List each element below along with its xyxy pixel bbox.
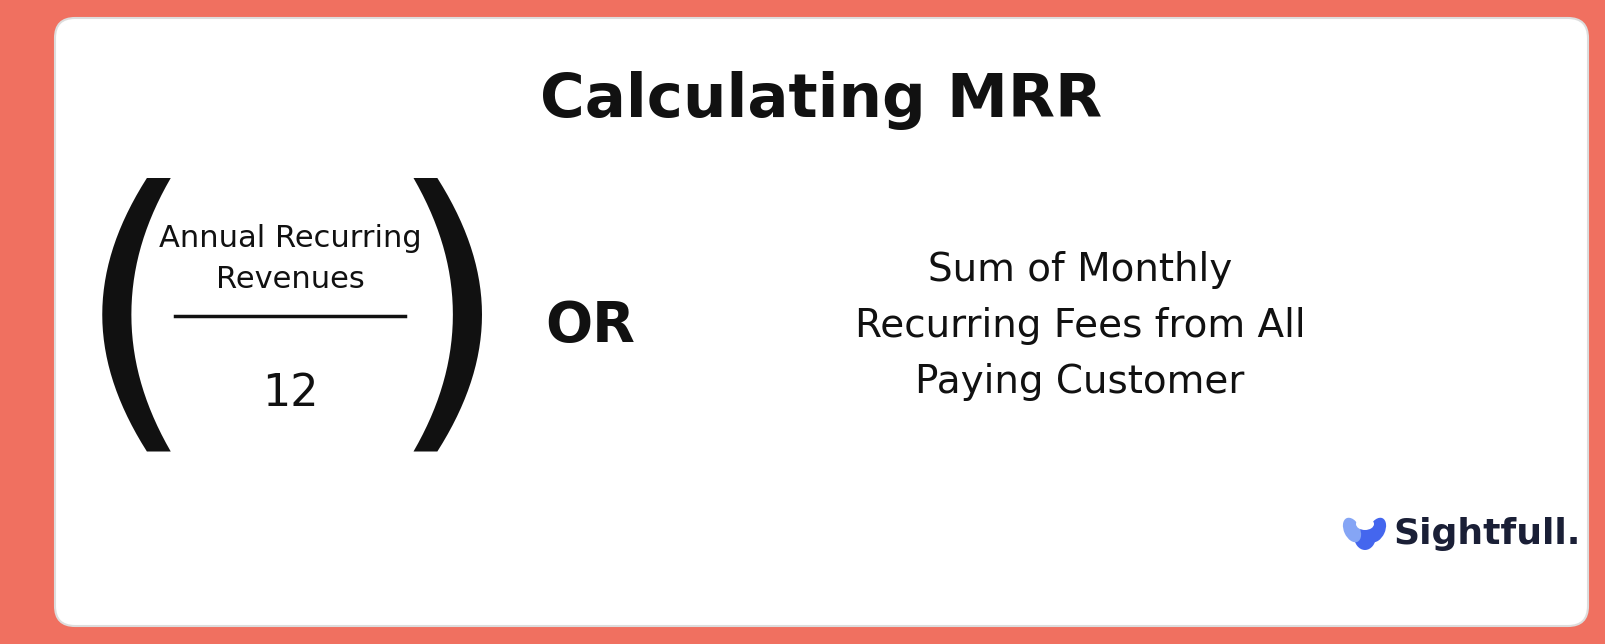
Text: Sightfull.: Sightfull. [1392, 517, 1579, 551]
Ellipse shape [1353, 522, 1375, 550]
Text: ): ) [388, 178, 507, 475]
Text: Calculating MRR: Calculating MRR [541, 70, 1103, 129]
Text: Annual Recurring
Revenues: Annual Recurring Revenues [159, 224, 421, 294]
Ellipse shape [1342, 518, 1361, 542]
Text: (: ( [75, 178, 194, 475]
Text: OR: OR [544, 299, 634, 353]
Text: Sum of Monthly
Recurring Fees from All
Paying Customer: Sum of Monthly Recurring Fees from All P… [854, 251, 1305, 401]
Ellipse shape [1367, 518, 1385, 542]
Text: 12: 12 [262, 372, 318, 415]
FancyBboxPatch shape [55, 18, 1587, 626]
Ellipse shape [1355, 518, 1374, 530]
